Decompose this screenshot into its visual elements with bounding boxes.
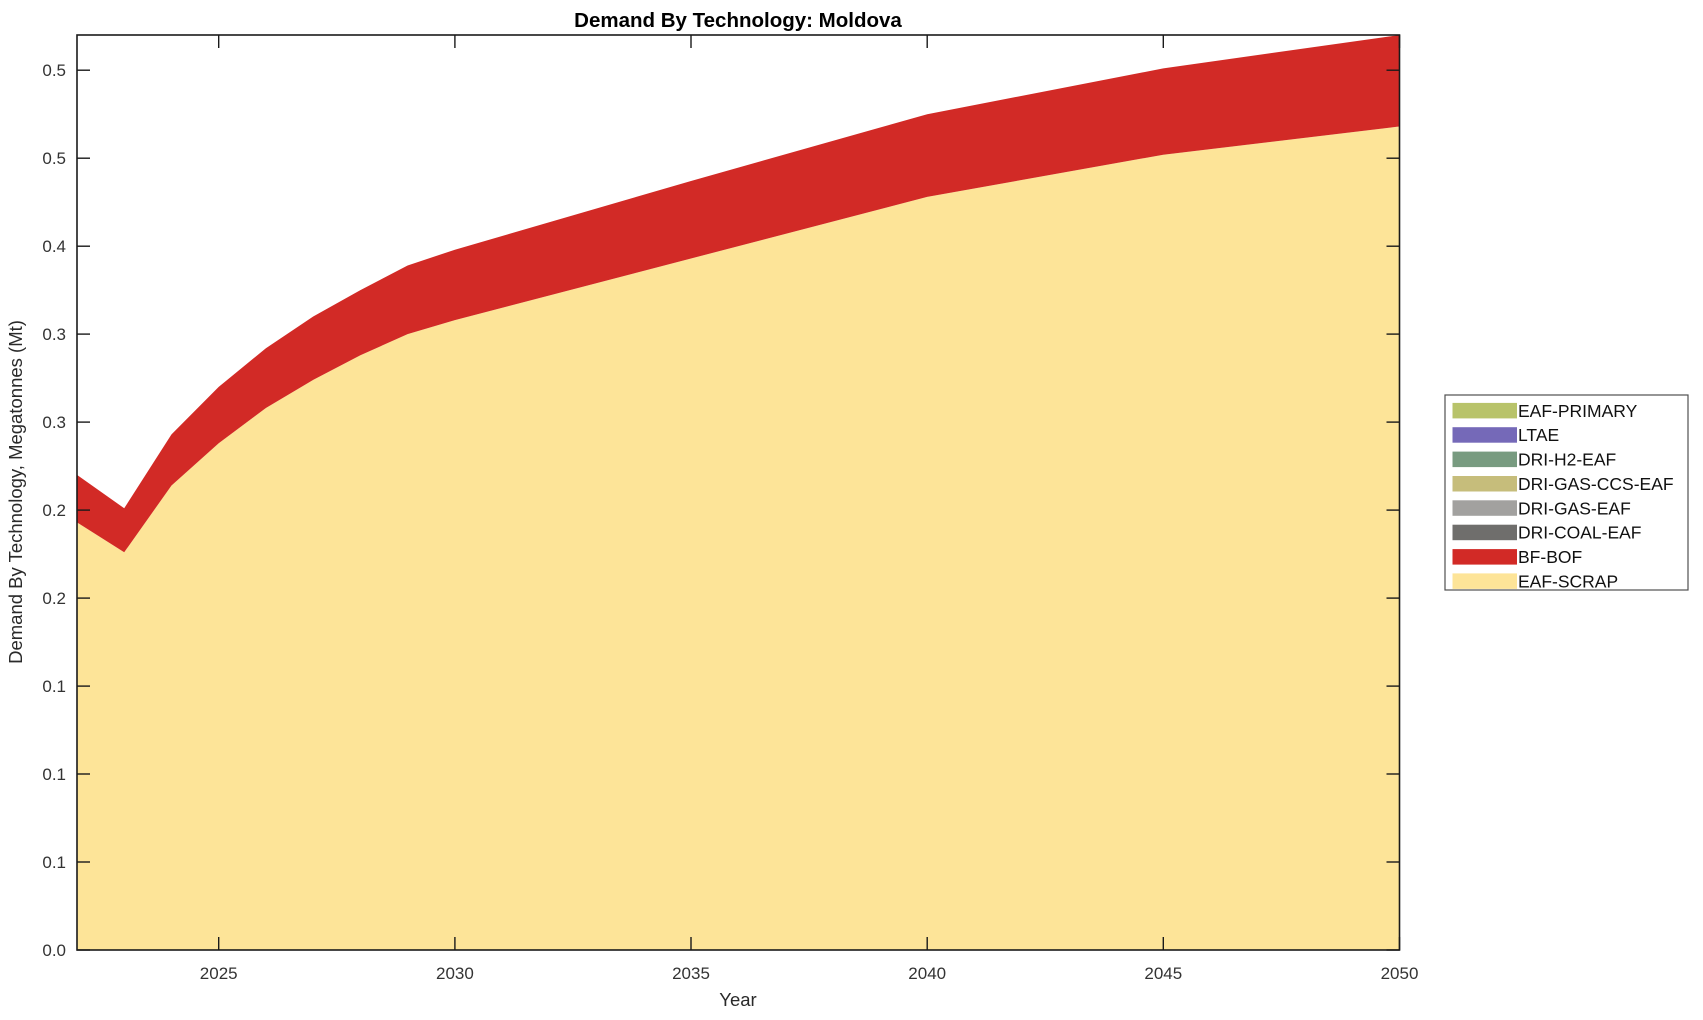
- y-tick-label: 0.2: [42, 501, 66, 520]
- x-tick-label: 2040: [908, 964, 946, 983]
- legend-label-ltae: LTAE: [1518, 425, 1559, 445]
- legend: EAF-PRIMARY LTAE DRI-H2-EAF DRI-GAS-CCS-EAF…: [1444, 394, 1689, 591]
- legend-swatch-dri-coal-eaf: [1452, 524, 1517, 541]
- y-tick-label: 0.1: [42, 853, 66, 872]
- legend-label-eaf-scrap: EAF-SCRAP: [1518, 571, 1618, 591]
- y-tick-label: 0.3: [42, 413, 66, 432]
- legend-swatch-bf-bof: [1452, 549, 1517, 565]
- y-tick-label: 0.0: [42, 941, 66, 960]
- plot-border: [76, 34, 1401, 951]
- y-axis-label: Demand By Technology, Megatonnes (Mt): [5, 320, 26, 664]
- legend-label-dri-gas-eaf: DRI-GAS-EAF: [1518, 498, 1631, 518]
- legend-swatch-dri-gas-eaf: [1452, 500, 1517, 516]
- x-tick-labels: 2025 2030 2035 2040 2045 2050: [200, 964, 1419, 983]
- y-tick-label: 0.5: [42, 149, 66, 168]
- y-tick-labels: 0.0 0.1 0.1 0.1 0.2 0.2 0.3 0.3 0.4 0.5 0.5: [42, 61, 66, 960]
- legend-label-dri-h2-eaf: DRI-H2-EAF: [1518, 450, 1616, 470]
- areas-group: [77, 35, 1400, 950]
- legend-swatch-ltae: [1452, 427, 1517, 443]
- x-axis-label: Year: [719, 989, 756, 1010]
- y-tick-label: 0.2: [42, 589, 66, 608]
- x-tick-label: 2030: [436, 964, 474, 983]
- legend-swatch-eaf-primary: [1452, 402, 1517, 419]
- ticks-group: [77, 35, 1401, 951]
- legend-label-dri-gas-ccs-eaf: DRI-GAS-CCS-EAF: [1518, 474, 1674, 494]
- y-tick-label: 0.1: [42, 765, 66, 784]
- y-tick-label: 0.5: [42, 61, 66, 80]
- area-eaf-scrap: [77, 126, 1400, 950]
- area-bf-bof: [77, 35, 1400, 553]
- legend-swatch-dri-gas-ccs-eaf: [1452, 476, 1517, 492]
- legend-label-bf-bof: BF-BOF: [1518, 547, 1582, 567]
- y-tick-label: 0.3: [42, 325, 66, 344]
- x-tick-label: 2045: [1144, 964, 1182, 983]
- x-tick-label: 2025: [200, 964, 238, 983]
- legend-label-eaf-primary: EAF-PRIMARY: [1518, 401, 1638, 421]
- x-tick-label: 2050: [1381, 964, 1419, 983]
- legend-label-dri-coal-eaf: DRI-COAL-EAF: [1518, 523, 1641, 543]
- legend-swatch-eaf-scrap: [1452, 573, 1517, 589]
- x-tick-label: 2035: [672, 964, 710, 983]
- y-tick-label: 0.4: [42, 237, 66, 256]
- chart-title: Demand By Technology: Moldova: [574, 9, 902, 32]
- legend-swatch-dri-h2-eaf: [1452, 451, 1517, 468]
- y-tick-label: 0.1: [42, 677, 66, 696]
